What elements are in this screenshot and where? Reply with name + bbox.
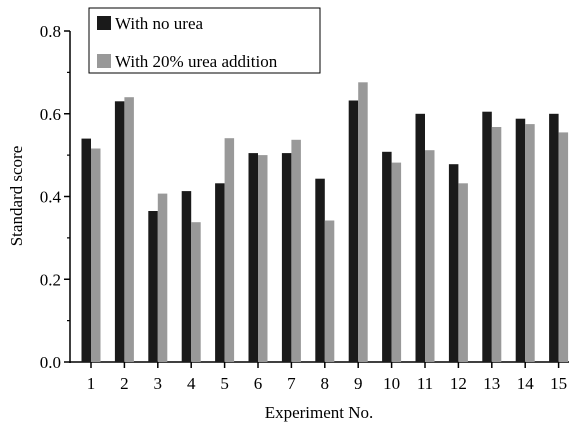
bar-no-urea-9 <box>348 100 359 362</box>
legend-swatch-urea-addition <box>97 54 111 68</box>
bar-urea-addition-10 <box>391 162 402 362</box>
bar-no-urea-15 <box>549 113 559 362</box>
bar-no-urea-4 <box>181 191 192 362</box>
bar-no-urea-5 <box>215 183 225 362</box>
bar-no-urea-1 <box>81 138 91 362</box>
bar-urea-addition-15 <box>558 132 569 362</box>
x-tick-label: 15 <box>550 374 567 393</box>
y-ticks: 0.0 0.2 0.4 0.6 0.8 <box>40 22 70 372</box>
x-tick-label: 6 <box>254 374 263 393</box>
bar-no-urea-13 <box>482 111 492 362</box>
x-tick-label: 10 <box>383 374 400 393</box>
bar-no-urea-6 <box>248 153 258 362</box>
bar-urea-addition-5 <box>224 138 235 362</box>
x-tick-label: 7 <box>287 374 296 393</box>
bar-urea-addition-3 <box>157 193 168 362</box>
bar-urea-addition-6 <box>258 155 268 362</box>
x-tick-label: 4 <box>187 374 196 393</box>
legend-label-no-urea: With no urea <box>115 14 204 33</box>
x-tick-label: 11 <box>417 374 433 393</box>
y-tick-label: 0.0 <box>40 353 61 372</box>
y-tick-label: 0.6 <box>40 105 61 124</box>
x-tick-label: 1 <box>87 374 96 393</box>
x-axis-title: Experiment No. <box>265 403 374 422</box>
legend-border <box>88 7 321 74</box>
bar-urea-addition-8 <box>324 220 335 362</box>
legend-swatch-no-urea <box>97 16 111 30</box>
bar-no-urea-3 <box>148 211 158 362</box>
x-tick-label: 8 <box>321 374 330 393</box>
bar-no-urea-11 <box>415 113 425 362</box>
bar-no-urea-14 <box>515 118 526 362</box>
bar-urea-addition-14 <box>525 124 535 362</box>
y-tick-label: 0.4 <box>40 188 62 207</box>
x-tick-label: 13 <box>483 374 500 393</box>
bar-urea-addition-4 <box>191 222 201 362</box>
bar-urea-addition-2 <box>124 97 134 362</box>
x-tick-label: 9 <box>354 374 363 393</box>
legend: With no urea With 20% urea addition <box>88 7 321 74</box>
y-axis-title: Standard score <box>7 146 26 247</box>
x-tick-label: 14 <box>517 374 535 393</box>
y-tick-label: 0.8 <box>40 22 61 41</box>
bar-no-urea-12 <box>448 164 459 362</box>
bar-urea-addition-11 <box>425 150 435 362</box>
bar-urea-addition-12 <box>458 183 468 362</box>
x-tick-label: 2 <box>120 374 129 393</box>
bar-no-urea-7 <box>281 153 292 362</box>
bar-no-urea-2 <box>114 101 125 363</box>
legend-label-urea-addition: With 20% urea addition <box>115 52 278 71</box>
bar-urea-addition-1 <box>91 148 101 362</box>
y-tick-label: 0.2 <box>40 270 61 289</box>
bar-no-urea-10 <box>382 151 392 362</box>
x-tick-label: 5 <box>220 374 229 393</box>
bar-urea-addition-13 <box>491 127 502 362</box>
bar-urea-addition-7 <box>291 139 301 362</box>
bar-no-urea-8 <box>315 178 325 362</box>
bars <box>81 82 569 363</box>
x-tick-label: 12 <box>450 374 467 393</box>
x-tick-label: 3 <box>154 374 163 393</box>
x-ticks: 1 2 3 4 5 6 7 8 9 10 11 12 13 14 15 <box>87 362 567 393</box>
bar-urea-addition-9 <box>358 82 368 363</box>
